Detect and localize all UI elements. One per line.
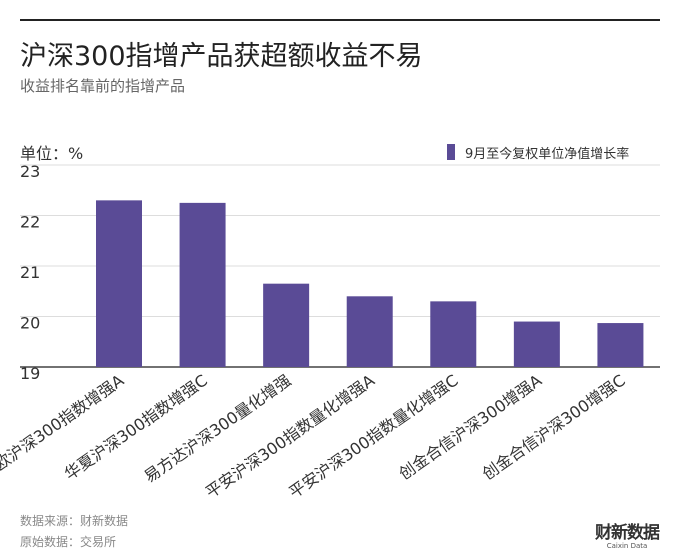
- bar: [430, 301, 477, 367]
- bar: [513, 321, 560, 367]
- y-tick-label: 20: [20, 314, 40, 333]
- x-category-label: 平安沪深300指数量化增强C: [285, 371, 461, 500]
- bar: [346, 296, 393, 367]
- x-category-label: 创金合信沪深300增强C: [479, 371, 629, 484]
- y-tick-label: 19: [20, 364, 40, 383]
- x-category-label: 平安沪深300指数量化增强A: [202, 371, 378, 500]
- x-category-label: 创金合信沪深300增强A: [395, 371, 545, 484]
- raw-data-source: 原始数据：交易所: [20, 535, 117, 549]
- legend: 9月至今复权单位净值增长率: [447, 143, 630, 162]
- unit-label: 单位：%: [20, 144, 84, 163]
- y-tick-label: 23: [20, 162, 40, 181]
- x-category-label: 易方达沪深300量化增强: [141, 371, 295, 487]
- chart-subtitle: 收益排名靠前的指增产品: [20, 77, 186, 95]
- logo-subtext: Caixin Data: [606, 542, 648, 550]
- bar: [597, 323, 644, 367]
- top-rule: [20, 19, 660, 21]
- data-source: 数据来源：财新数据: [20, 514, 129, 528]
- bar: [96, 200, 142, 367]
- logo-text: 财新数据: [595, 523, 660, 543]
- y-tick-label: 22: [20, 213, 40, 232]
- caixin-data-logo: 财新数据 Caixin Data: [591, 518, 663, 550]
- bar-chart: 1920212223中欧沪深300指数增强A华夏沪深300指数增强C易方达沪深3…: [0, 162, 660, 500]
- chart-title: 沪深300指增产品获超额收益不易: [20, 41, 423, 72]
- legend-swatch: [447, 144, 455, 160]
- legend-label: 9月至今复权单位净值增长率: [465, 146, 630, 162]
- x-category-label: 华夏沪深300指数增强C: [61, 371, 211, 484]
- y-tick-label: 21: [20, 263, 40, 282]
- bar: [263, 283, 310, 367]
- bar: [179, 202, 226, 367]
